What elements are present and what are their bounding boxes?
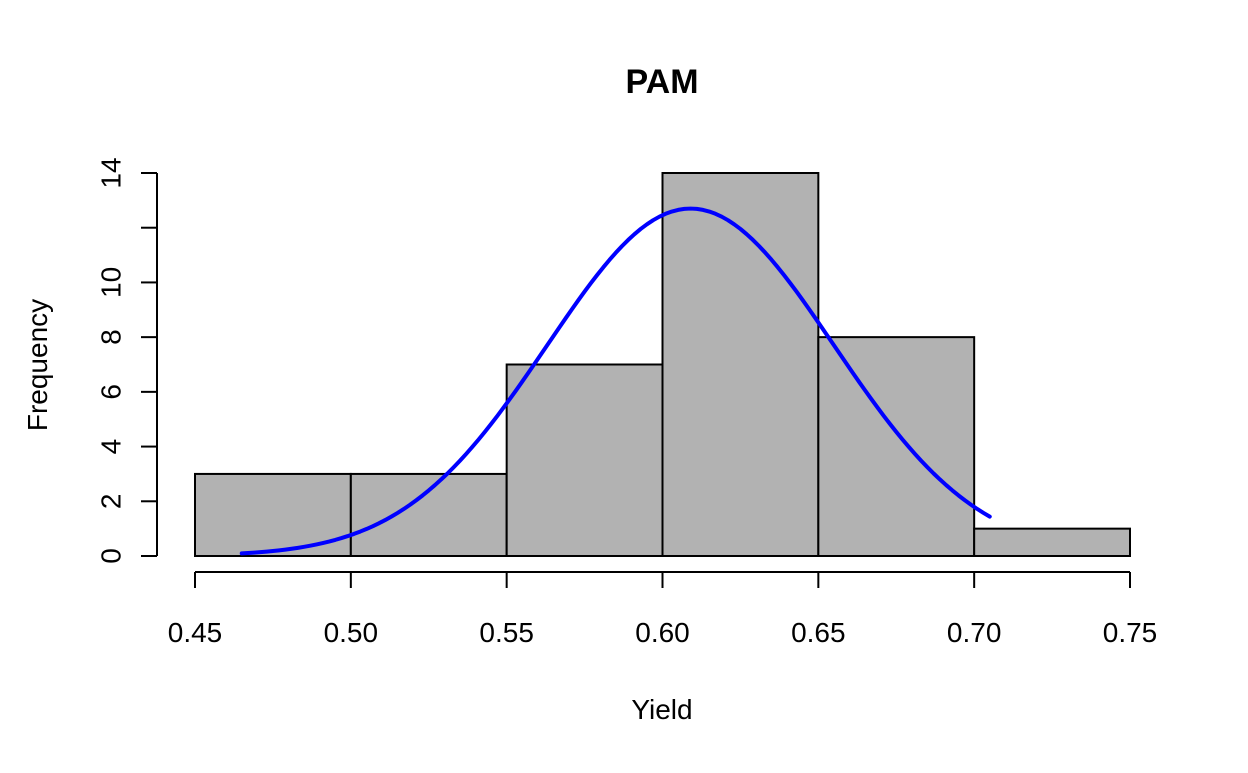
y-tick-label-3: 4 <box>96 439 127 455</box>
bars-layer <box>194 172 1132 558</box>
histogram-bar-3 <box>505 363 664 557</box>
curve-layer <box>239 206 992 556</box>
y-tick-label-4: 6 <box>96 384 127 400</box>
x-tick-label-5: 0.65 <box>791 617 846 648</box>
y-axis: 0 2 4 6 8 10 14 <box>96 157 158 564</box>
y-tick-label-6: 10 <box>96 267 127 298</box>
x-tick-label-2: 0.50 <box>324 617 379 648</box>
density-curve <box>239 206 992 556</box>
x-tick-label-1: 0.45 <box>168 617 223 648</box>
x-tick-label-6: 0.70 <box>947 617 1002 648</box>
x-tick-label-7: 0.75 <box>1103 617 1158 648</box>
x-tick-label-4: 0.60 <box>635 617 690 648</box>
histogram-bar-5 <box>817 336 976 557</box>
y-tick-label-2: 2 <box>96 493 127 509</box>
x-axis-label: Yield <box>631 694 692 725</box>
y-tick-label-8: 14 <box>96 157 127 188</box>
y-axis-label: Frequency <box>22 299 53 431</box>
histogram-bar-6 <box>973 527 1132 558</box>
chart-title: PAM <box>625 63 698 101</box>
histogram-bar-2 <box>349 472 508 557</box>
y-tick-label-1: 0 <box>96 548 127 564</box>
y-tick-label-5: 8 <box>96 329 127 345</box>
histogram-bar-4 <box>661 172 820 557</box>
x-axis: 0.45 0.50 0.55 0.60 0.65 0.70 0.75 <box>168 571 1158 648</box>
x-tick-label-3: 0.55 <box>479 617 534 648</box>
